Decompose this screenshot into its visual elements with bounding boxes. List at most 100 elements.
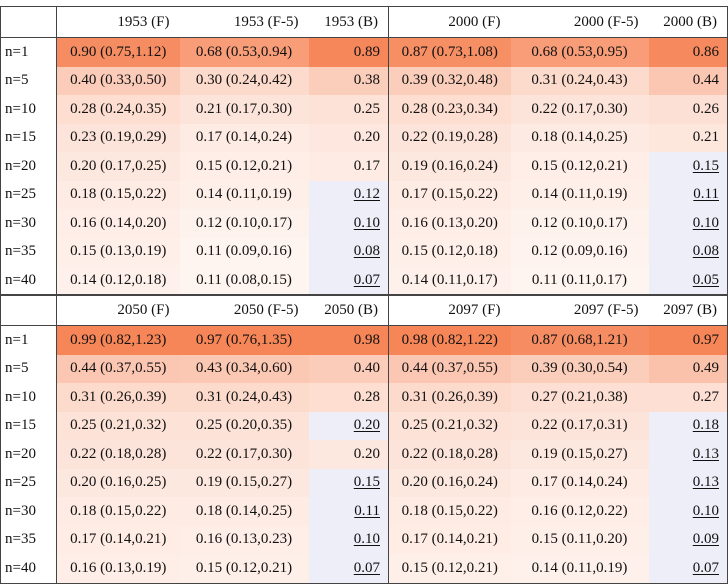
value-cell: 0.31 (0.26,0.39) [388, 383, 511, 412]
cell-text: 0.49 [692, 360, 719, 377]
cell-text: 0.14 (0.11,0.19) [531, 186, 628, 203]
cell-text: 0.18 (0.15,0.22) [401, 502, 498, 519]
value-cell: 0.22 (0.17,0.31) [510, 411, 649, 440]
value-cell: 0.17 (0.15,0.22) [388, 180, 511, 209]
table-row: n=40 0.14 (0.12,0.18) 0.11 (0.08,0.15) 0.07… [0, 266, 728, 295]
row-label: n=15 [0, 411, 57, 440]
row-label: n=20 [0, 152, 57, 181]
value-cell: 0.18 (0.15,0.22) [56, 497, 180, 526]
column-header: 1953 (F) [117, 13, 170, 30]
cell-text: 0.05 [692, 271, 719, 288]
cell-text: 0.86 [692, 43, 719, 60]
cell-text: 0.13 [692, 474, 719, 491]
cell-text: 0.17 (0.14,0.24) [531, 474, 628, 491]
cell-text: 0.11 (0.09,0.16) [196, 243, 292, 260]
cell-text: 0.15 [353, 474, 380, 491]
value-cell: 0.17 (0.14,0.24) [179, 123, 309, 152]
value-cell-b: 0.07 [308, 554, 389, 583]
cell-text: 0.38 [353, 72, 380, 89]
cell-text: 0.18 (0.15,0.22) [70, 186, 167, 203]
value-cell: 0.22 (0.18,0.28) [56, 440, 180, 469]
row-label: n=30 [0, 497, 57, 526]
row-label: n=40 [0, 554, 57, 583]
cell-text: 0.16 (0.13,0.23) [195, 531, 293, 548]
value-cell: 0.19 (0.16,0.24) [388, 152, 511, 181]
cell-text: 0.27 (0.21,0.38) [531, 388, 628, 405]
value-cell: 0.31 (0.24,0.43) [510, 66, 649, 95]
table-row: n=15 0.23 (0.19,0.29) 0.17 (0.14,0.24) 0.20… [0, 123, 728, 152]
column-header: 2050 (F) [117, 301, 170, 318]
value-cell: 0.23 (0.19,0.29) [56, 123, 180, 152]
value-cell: 0.21 (0.17,0.30) [179, 95, 309, 124]
value-cell: 0.15 (0.11,0.20) [510, 525, 649, 554]
cell-text: 0.08 [353, 243, 380, 260]
cell-text: 0.30 (0.24,0.42) [195, 72, 293, 89]
table-row: n=1 0.90 (0.75,1.12) 0.68 (0.53,0.94) 0.89 0… [0, 37, 728, 67]
value-cell-b: 0.28 [308, 383, 389, 412]
cell-text: 0.11 (0.11,0.17) [531, 271, 628, 288]
value-cell-b: 0.10 [648, 209, 728, 238]
value-cell: 0.28 (0.23,0.34) [388, 95, 511, 124]
cell-text: 0.87 (0.73,1.08) [401, 43, 498, 60]
row-label: n=40 [0, 266, 57, 295]
cell-text: 0.22 (0.18,0.28) [401, 445, 498, 462]
column-header: 2050 (B) [308, 294, 389, 326]
cell-text: 0.10 [353, 531, 380, 548]
value-cell-b: 0.20 [308, 123, 389, 152]
value-cell: 0.99 (0.82,1.23) [56, 325, 180, 355]
cell-text: 0.23 (0.19,0.29) [70, 129, 167, 146]
column-header: 1953 (F-5) [233, 13, 299, 30]
cell-text: 0.97 [692, 331, 719, 348]
value-cell: 0.25 (0.20,0.35) [179, 411, 309, 440]
value-cell-b: 0.15 [308, 468, 389, 497]
cell-text: 0.31 (0.24,0.43) [531, 72, 628, 89]
cell-text: 0.22 (0.17,0.31) [531, 417, 628, 434]
cell-text: 0.43 (0.34,0.60) [195, 360, 293, 377]
cell-text: 0.10 [692, 214, 719, 231]
column-header: 2050 (F-5) [233, 301, 299, 318]
value-cell: 0.11 (0.11,0.17) [510, 266, 649, 295]
value-cell-b: 0.98 [308, 325, 389, 355]
value-cell: 0.15 (0.12,0.21) [179, 554, 309, 583]
cell-text: 0.28 (0.24,0.35) [70, 100, 167, 117]
cell-text: 0.39 (0.30,0.54) [531, 360, 628, 377]
cell-text: 0.89 [353, 43, 380, 60]
row-label: n=35 [0, 525, 57, 554]
cell-text: 0.20 (0.16,0.24) [401, 474, 498, 491]
cell-text: 0.12 (0.10,0.17) [531, 214, 628, 231]
cell-text: 0.68 (0.53,0.95) [531, 43, 628, 60]
column-header: 2000 (B) [663, 13, 717, 30]
value-cell: 0.98 (0.82,1.22) [388, 325, 511, 355]
column-header: 1953 (B) [308, 6, 389, 38]
cell-text: 0.08 [692, 243, 719, 260]
value-cell-b: 0.97 [648, 325, 728, 355]
table-header-row: 1953 (F) 1953 (F-5) 1953 (B) 2000 (F) 20… [0, 6, 728, 38]
cell-text: 0.31 (0.26,0.39) [401, 388, 498, 405]
value-cell-b: 0.89 [308, 37, 389, 67]
value-cell: 0.22 (0.18,0.28) [388, 440, 511, 469]
cell-text: 0.28 (0.23,0.34) [401, 100, 498, 117]
value-cell: 0.11 (0.09,0.16) [179, 237, 309, 266]
table-row: n=10 0.31 (0.26,0.39) 0.31 (0.24,0.43) 0.28… [0, 383, 728, 412]
column-header: 2097 (F-5) [573, 301, 639, 318]
table-row: n=1 0.99 (0.82,1.23) 0.97 (0.76,1.35) 0.98 0… [0, 325, 728, 355]
value-cell-b: 0.15 [648, 152, 728, 181]
row-label: n=10 [0, 95, 57, 124]
cell-text: 0.21 (0.17,0.30) [195, 100, 293, 117]
value-cell: 0.22 (0.17,0.30) [510, 95, 649, 124]
cell-text: 0.15 (0.13,0.19) [70, 243, 167, 260]
value-cell-b: 0.13 [648, 468, 728, 497]
cell-text: 0.12 [353, 186, 380, 203]
cell-text: 0.20 [353, 129, 380, 146]
value-cell: 0.14 (0.11,0.17) [388, 266, 511, 295]
table-body: n=1 0.90 (0.75,1.12) 0.68 (0.53,0.94) 0.89 0… [0, 37, 728, 295]
value-cell: 0.12 (0.09,0.16) [510, 237, 649, 266]
cell-text: 0.07 [692, 559, 719, 576]
value-cell-b: 0.05 [648, 266, 728, 295]
row-label: n=35 [0, 237, 57, 266]
cell-text: 0.87 (0.68,1.21) [531, 331, 628, 348]
value-cell-b: 0.18 [648, 411, 728, 440]
row-label: n=30 [0, 209, 57, 238]
row-label: n=10 [0, 383, 57, 412]
cell-text: 0.20 (0.17,0.25) [70, 157, 167, 174]
